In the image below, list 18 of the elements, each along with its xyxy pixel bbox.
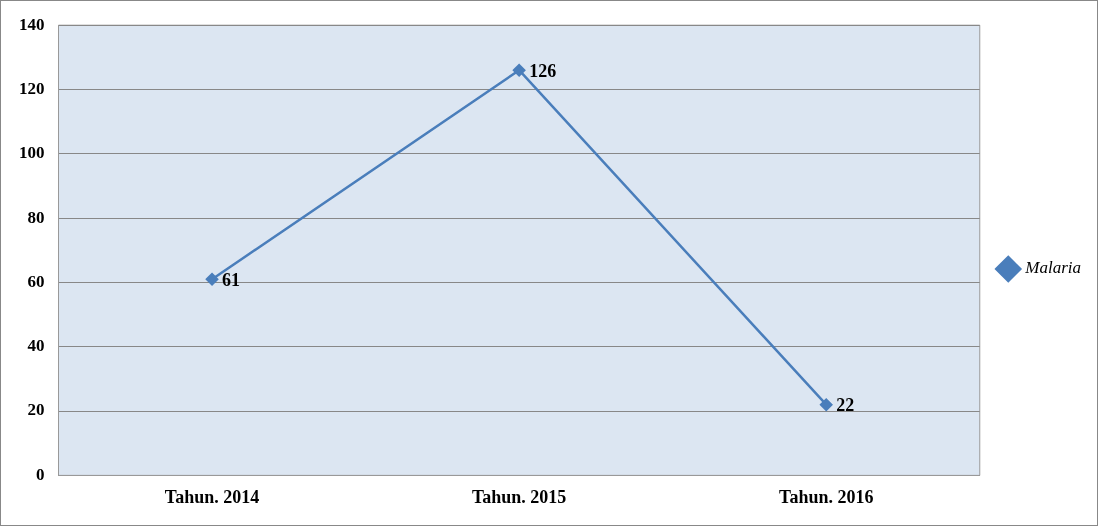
data-label: 61 [222, 269, 241, 290]
point [819, 398, 833, 411]
y-tick-label: 100 [19, 143, 45, 163]
y-tick-label: 60 [27, 271, 45, 291]
point [512, 63, 526, 77]
data-label: 22 [836, 395, 855, 416]
y-tick-label: 20 [27, 400, 45, 420]
data-label: 126 [529, 60, 557, 81]
legend-label: Malaria [1024, 258, 1082, 278]
x-tick-label: Tahun. 2016 [779, 486, 874, 507]
x-tick-label: Tahun. 2014 [164, 486, 260, 507]
x-tick-label: Tahun. 2015 [471, 486, 567, 507]
y-tick-label: 40 [27, 336, 45, 356]
y-tick-label: 80 [27, 207, 45, 227]
y-tick-label: 0 [36, 464, 45, 484]
point [205, 272, 219, 286]
y-tick-label: 120 [19, 78, 45, 98]
y-tick-label: 140 [19, 14, 45, 34]
